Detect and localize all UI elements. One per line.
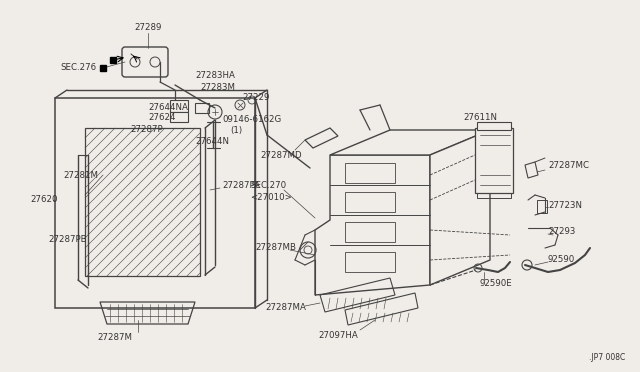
Text: 27723N: 27723N — [548, 201, 582, 209]
Bar — [345, 163, 395, 183]
Text: 27611N: 27611N — [463, 113, 497, 122]
Text: 92590: 92590 — [548, 256, 575, 264]
Polygon shape — [55, 98, 255, 308]
Text: 27281M: 27281M — [63, 170, 98, 180]
Text: (1): (1) — [230, 125, 242, 135]
Text: 27287MA: 27287MA — [265, 304, 306, 312]
Text: <27010>: <27010> — [250, 192, 292, 202]
Text: 27283M: 27283M — [200, 83, 235, 92]
Polygon shape — [330, 130, 490, 155]
Text: 27097HA: 27097HA — [318, 330, 358, 340]
Bar — [345, 192, 395, 212]
Bar — [85, 128, 200, 276]
Bar — [537, 200, 547, 213]
Polygon shape — [525, 162, 538, 178]
Bar — [477, 122, 511, 130]
Text: 27287P: 27287P — [130, 125, 163, 135]
Text: 27624: 27624 — [148, 113, 175, 122]
Text: .JP7 008C: .JP7 008C — [589, 353, 625, 362]
Text: SEC.270: SEC.270 — [250, 180, 286, 189]
Text: SEC.276: SEC.276 — [60, 64, 96, 73]
Text: 27287M: 27287M — [97, 334, 132, 343]
Polygon shape — [315, 155, 430, 295]
Text: 27287MD: 27287MD — [260, 151, 301, 160]
Text: 27644NA: 27644NA — [148, 103, 188, 112]
Bar — [475, 128, 513, 193]
Bar — [345, 252, 395, 272]
Bar — [195, 103, 209, 113]
Bar — [170, 100, 188, 112]
Text: 27287PA: 27287PA — [222, 180, 260, 189]
Polygon shape — [305, 128, 338, 148]
Text: 27229: 27229 — [242, 93, 269, 102]
Text: 27287MB: 27287MB — [255, 244, 296, 253]
Bar — [477, 193, 511, 198]
Text: 27293: 27293 — [548, 228, 575, 237]
Text: 27283HA: 27283HA — [195, 71, 235, 80]
Text: 09146-6162G: 09146-6162G — [222, 115, 281, 125]
Text: 92590E: 92590E — [480, 279, 513, 289]
Text: 27287PB: 27287PB — [48, 235, 86, 244]
Text: 27644N: 27644N — [195, 138, 229, 147]
FancyBboxPatch shape — [122, 47, 168, 77]
Bar — [345, 222, 395, 242]
Text: 27287MC: 27287MC — [548, 160, 589, 170]
Bar — [170, 112, 188, 122]
Polygon shape — [430, 130, 490, 285]
Text: 27620: 27620 — [30, 196, 58, 205]
Text: 27289: 27289 — [134, 23, 162, 32]
